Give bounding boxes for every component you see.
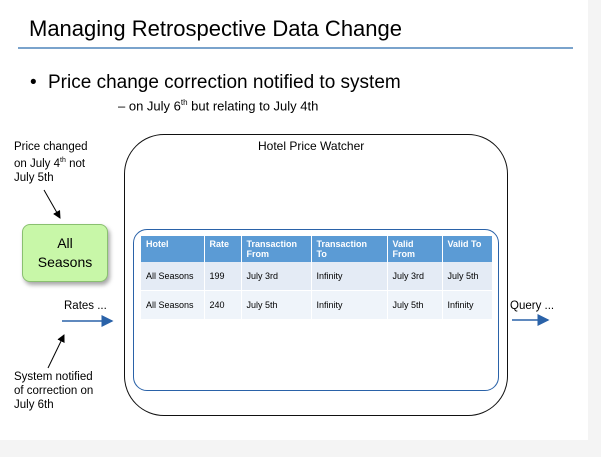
header-hotel: Hotel: [141, 236, 205, 262]
rates-label: Rates ...: [64, 300, 107, 312]
note-bottom-arrow: [47, 334, 65, 369]
rates-table: Hotel Rate Transaction From Transaction To…: [141, 236, 493, 320]
cell-hotel: All Seasons: [141, 262, 205, 291]
table-row: All Seasons 240 July 5th Infinity July 5…: [141, 290, 493, 320]
note-top-line2-prefix: on July 4: [14, 157, 61, 170]
note-bottom-line2: of correction on: [14, 385, 94, 397]
note-top-line3: July 5th: [14, 171, 54, 184]
cell-transaction-from: July 5th: [241, 290, 312, 320]
note-top-line2-suffix: not: [65, 157, 86, 170]
table-header-row: Hotel Rate Transaction From Transaction To…: [141, 236, 493, 262]
slide-title: Managing Retrospective Data Change: [29, 16, 403, 41]
cell-rate: 240: [204, 290, 242, 320]
note-top-arrow: [43, 189, 61, 219]
season-box-line2: Seasons: [37, 254, 93, 270]
cell-valid-to: July 5th: [442, 262, 493, 291]
hotel-price-watcher-container: [124, 134, 508, 416]
note-bottom-line1: System notified: [14, 371, 93, 383]
watcher-label: Hotel Price Watcher: [258, 139, 365, 153]
cell-hotel: All Seasons: [141, 290, 205, 320]
slide: Managing Retrospective Data Change • Pri…: [0, 0, 588, 440]
header-transaction-from: Transaction From: [241, 236, 312, 262]
cell-valid-to: Infinity: [442, 290, 493, 320]
header-valid-from: Valid From: [387, 236, 443, 262]
bullet-dot-icon: •: [30, 72, 37, 93]
table-row: All Seasons 199 July 3rd Infinity July 3…: [141, 262, 493, 291]
all-seasons-box: All Seasons: [22, 224, 108, 282]
header-transaction-to: Transaction To: [311, 236, 388, 262]
season-box-line1: All: [57, 235, 73, 251]
title-divider: [18, 47, 573, 49]
sub-bullet-sup: th: [180, 98, 188, 107]
bullet-text: Price change correction notified to syst…: [48, 72, 401, 93]
query-label: Query ...: [510, 300, 555, 312]
cell-rate: 199: [204, 262, 242, 291]
cell-valid-from: July 3rd: [387, 262, 443, 291]
header-valid-to: Valid To: [442, 236, 493, 262]
note-top-line2-sup: th: [60, 157, 66, 164]
rates-table-container: [133, 229, 499, 391]
note-bottom-line3: July 6th: [14, 399, 54, 411]
sub-bullet-prefix: – on July 6: [118, 98, 181, 114]
note-top-line2: on July 4th not: [14, 154, 129, 171]
sub-bullet-suffix: but relating to July 4th: [187, 98, 319, 114]
note-price-changed: Price changed on July 4th not July 5th: [14, 140, 129, 185]
cell-transaction-to: Infinity: [311, 262, 388, 291]
cell-transaction-to: Infinity: [311, 290, 388, 320]
note-top-line1: Price changed: [14, 141, 88, 153]
note-system-notified: System notified of correction on July 6t…: [14, 370, 124, 412]
header-rate: Rate: [204, 236, 242, 262]
cell-valid-from: July 5th: [387, 290, 443, 320]
cell-transaction-from: July 3rd: [241, 262, 312, 291]
sub-bullet: – on July 6th but relating to July 4th: [118, 98, 318, 113]
arrows-layer: [43, 189, 550, 369]
